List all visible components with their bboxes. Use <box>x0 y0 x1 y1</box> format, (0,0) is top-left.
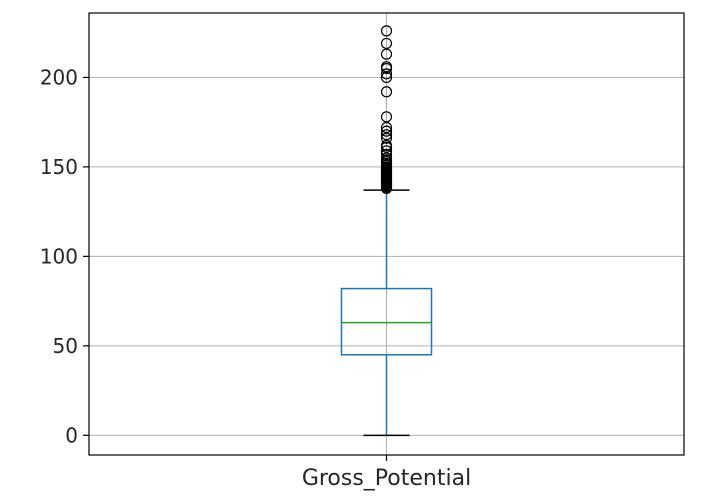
x-category-label: Gross_Potential <box>302 466 471 491</box>
outlier-point <box>380 71 393 84</box>
outlier-point <box>380 139 393 152</box>
outlier-point <box>380 61 393 73</box>
y-tick-label: 150 <box>40 155 78 179</box>
outlier-point <box>380 37 393 50</box>
outlier-point <box>380 125 393 137</box>
y-tick-label: 0 <box>65 423 78 447</box>
y-tick-label: 100 <box>40 244 78 268</box>
outlier-points <box>380 25 393 194</box>
y-axis: 0 50 100 150 200 <box>40 65 89 447</box>
box-plot-series <box>340 189 433 437</box>
outlier-point <box>380 148 393 160</box>
outlier-point <box>380 145 393 157</box>
outlier-point <box>380 48 393 60</box>
outlier-point <box>380 25 393 37</box>
outlier-point <box>380 86 393 98</box>
outlier-point <box>380 111 393 123</box>
outlier-point <box>380 68 393 80</box>
outlier-point <box>380 132 393 144</box>
y-tick-label: 200 <box>40 65 78 89</box>
y-tick-label: 50 <box>53 334 78 358</box>
outlier-point <box>380 121 393 134</box>
outlier-point <box>380 152 393 164</box>
x-axis: Gross_Potential <box>302 455 471 491</box>
outlier-point <box>380 129 393 141</box>
iqr-box <box>340 287 433 356</box>
